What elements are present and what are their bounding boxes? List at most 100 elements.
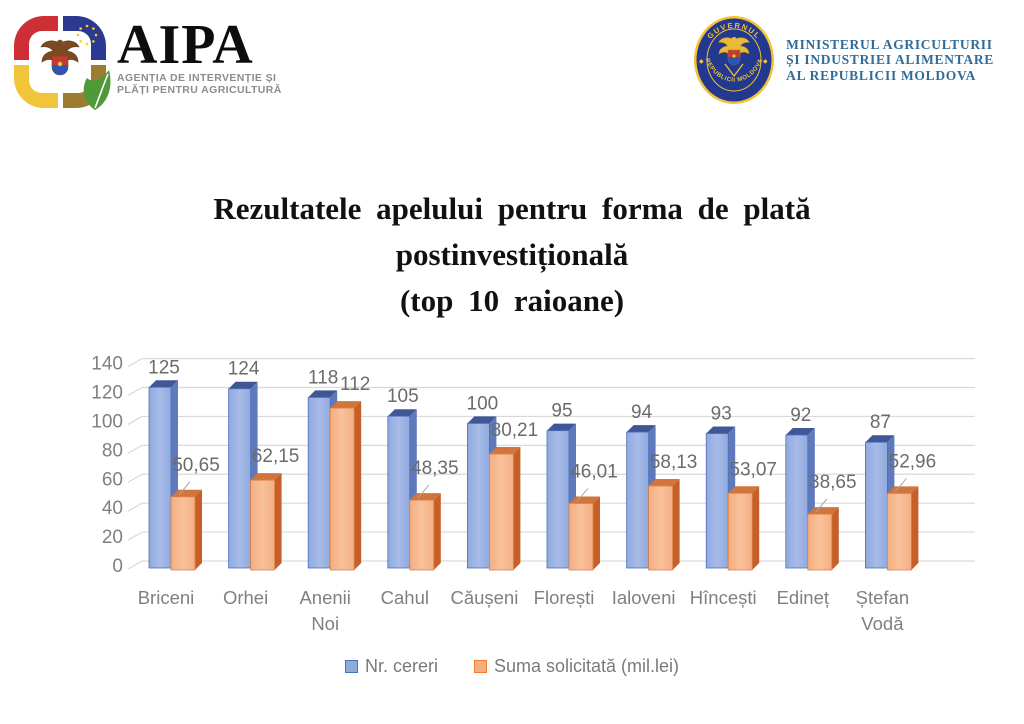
bar-s1-0-top [171, 489, 202, 497]
bar-s0-5 [546, 430, 570, 569]
bar-s0-3-top [387, 409, 417, 417]
eu-stars-icon [76, 24, 98, 46]
bar-s0-3 [387, 415, 411, 569]
y-axis-label-20: 20 [102, 527, 123, 548]
chart-title: Rezultatele apelului pentru forma de pla… [0, 186, 1024, 324]
bar-s1-9-side [911, 486, 919, 570]
data-label-s0-4: 100 [467, 393, 499, 414]
aipa-tagline-line1: AGENȚIA DE INTERVENȚIE ȘI [117, 72, 277, 84]
x-axis-label-3: Cahul [381, 587, 429, 608]
bar-s1-0-side [195, 489, 202, 570]
data-label-s0-7: 93 [711, 404, 732, 425]
gridline-tick-80 [127, 444, 143, 454]
moldova-coat-of-arms-icon [40, 39, 80, 76]
x-axis-label-6: Ialoveni [612, 587, 676, 608]
x-axis-label-9: Ștefan Vodă [856, 587, 910, 634]
y-axis-label-40: 40 [102, 498, 123, 519]
legend-item-nr-cereri: Nr. cereri [344, 656, 438, 677]
bar-s0-6-top [626, 425, 656, 433]
bar-s0-1-top [228, 381, 258, 389]
data-label-s0-2: 118 [308, 367, 338, 388]
data-label-s0-5: 95 [551, 401, 572, 422]
bar-s1-6-side [672, 478, 680, 570]
bar-s1-3-top [409, 493, 441, 501]
bar-s1-3-side [433, 493, 441, 570]
legend-swatch-blue [344, 660, 358, 673]
y-axis-label-120: 120 [91, 383, 123, 404]
data-label-leader-s1-0 [178, 481, 191, 496]
chart-title-line3: (top 10 raioane) [399, 283, 625, 318]
bar-s1-2-top [330, 401, 362, 409]
bar-s1-9 [887, 493, 912, 571]
bar-s1-1 [250, 479, 276, 571]
data-label-s1-4: 80,21 [491, 420, 539, 441]
data-label-s0-1: 124 [228, 359, 260, 380]
bar-s1-9-top [887, 486, 919, 494]
data-label-leader-s1-5 [576, 488, 589, 502]
y-axis-label-60: 60 [102, 469, 123, 490]
bar-s1-6-top [648, 478, 680, 486]
legend-label-nr-cereri: Nr. cereri [364, 656, 438, 676]
bar-s0-5-top [547, 423, 576, 431]
bar-s0-2 [307, 397, 331, 569]
data-label-leader-s1-9 [895, 478, 907, 492]
data-label-s0-6: 94 [631, 402, 653, 423]
x-axis-label-7: Hîncești [690, 587, 757, 608]
legend-label-suma-solicitata: Suma solicitată (mil.lei) [493, 656, 680, 676]
gridline-tick-120 [127, 386, 143, 397]
data-label-s0-8: 92 [790, 405, 811, 426]
bar-s0-0 [148, 386, 172, 569]
x-axis-label-4: Căușeni [450, 587, 518, 608]
data-label-s1-0: 50,65 [172, 455, 220, 476]
bar-s0-7 [705, 433, 729, 569]
gridline-tick-140 [127, 358, 143, 368]
x-axis-label-5: Florești [534, 587, 595, 608]
y-axis-label-80: 80 [102, 440, 123, 461]
y-axis-label-100: 100 [91, 411, 123, 432]
government-seal-icon: GUVERNUL REPUBLICII MOLDOVA ◆ ◆ [694, 16, 775, 104]
bar-s1-4-top [489, 447, 521, 455]
ministry-name-line1: MINISTERUL AGRICULTURII [786, 36, 993, 52]
bar-s0-4-top [467, 416, 497, 424]
bar-s0-8 [785, 434, 809, 569]
data-label-leader-s1-8 [815, 498, 828, 513]
x-axis-label-8: Edineț [777, 587, 829, 608]
data-label-s1-1: 62,15 [252, 446, 300, 467]
chart-title-line1: Rezultatele apelului pentru forma de pla… [213, 191, 811, 226]
bar-s1-3 [409, 499, 435, 571]
bar-s1-5-side [593, 496, 600, 570]
data-label-s1-8: 38,65 [809, 472, 857, 493]
data-label-s1-3: 48,35 [411, 458, 459, 479]
legend-item-suma-solicitata: Suma solicitată (mil.lei) [473, 656, 680, 677]
aipa-tagline-line2: PLĂȚI PENTRU AGRICULTURĂ [117, 84, 282, 96]
bar-s1-1-side [274, 473, 282, 570]
bar-s1-1-top [250, 473, 282, 481]
gridline-tick-20 [127, 531, 143, 541]
seal-ornament-left: ◆ [699, 59, 704, 65]
bar-s1-6 [648, 485, 673, 571]
chart-legend: Nr. cereri Suma solicitată (mil.lei) [0, 656, 1024, 677]
bar-s0-2-top [308, 390, 338, 398]
bar-s1-2-side [354, 401, 362, 570]
y-axis-label-140: 140 [91, 354, 123, 375]
bar-s1-0 [170, 496, 196, 571]
bar-s1-5-top [569, 496, 600, 504]
ministry-logo: GUVERNUL REPUBLICII MOLDOVA ◆ ◆ MINISTER… [692, 14, 994, 106]
bar-s0-4 [466, 423, 490, 569]
bar-s0-7-top [706, 426, 736, 434]
bar-s0-6 [626, 431, 649, 569]
bar-chart: 0 20 40 60 80 100 120 140 125 50,65 Briceni 124 62,1… [30, 342, 1010, 652]
x-axis-label-0: Briceni [138, 587, 195, 608]
x-axis-label-1: Orhei [223, 587, 268, 608]
bar-s1-7-top [728, 486, 760, 494]
bar-s1-7 [727, 492, 753, 571]
bar-s0-1 [228, 388, 252, 569]
aipa-wordmark: AIPA [117, 14, 254, 76]
data-label-s0-0: 125 [148, 357, 180, 378]
gridline-tick-40 [127, 502, 143, 512]
ministry-name-line3: AL REPUBLICII MOLDOVA [786, 67, 977, 83]
bar-s0-8-top [785, 427, 815, 435]
bar-s0-0-top [149, 380, 178, 388]
gridline-tick-60 [127, 473, 143, 483]
bar-s1-4 [488, 453, 514, 571]
